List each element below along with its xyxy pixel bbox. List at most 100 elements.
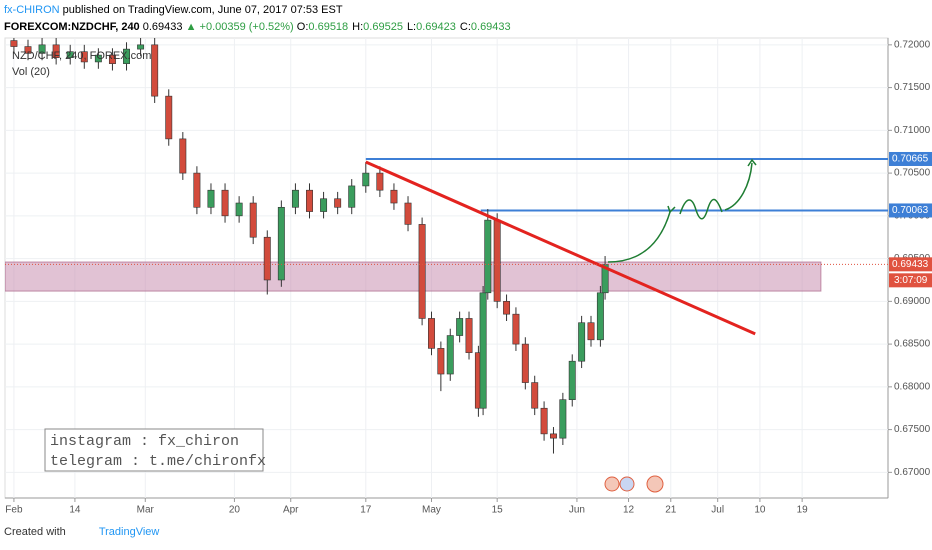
candle-body — [66, 51, 74, 58]
author: fx-CHIRON — [4, 4, 60, 16]
last-price: 0.69433 — [142, 21, 183, 33]
x-tick-label: 12 — [623, 505, 635, 516]
candle-body — [465, 318, 473, 353]
candle-body — [94, 54, 102, 63]
y-tick-label: 0.67500 — [894, 424, 931, 435]
candle-body — [578, 322, 586, 362]
candle-body — [52, 44, 60, 58]
event-icon — [619, 476, 635, 492]
candle-body — [428, 318, 435, 349]
candle-body — [418, 224, 426, 319]
y-tick-label: 0.70500 — [894, 168, 931, 179]
note-line: instagram : fx_chiron — [50, 433, 239, 450]
candle-body — [249, 202, 257, 238]
candle-body — [38, 44, 46, 54]
candle-body — [108, 54, 116, 64]
event-icon — [604, 476, 620, 492]
y-tick-label: 0.72000 — [894, 39, 931, 50]
ohlc-value: 0.69433 — [470, 21, 511, 33]
candle-body — [531, 382, 539, 409]
projection-curve — [607, 211, 671, 263]
indicator-label: Vol (20) — [12, 66, 50, 78]
series-label: NZD/CHF, 240, FOREX.com — [12, 50, 151, 62]
note-box — [44, 428, 264, 472]
candle-body — [306, 189, 313, 212]
price-label: 0.69433 — [892, 259, 929, 270]
candle-body — [550, 433, 557, 439]
chart: NZD/CHF, 240, FOREX.com Vol (20) instagr… — [4, 37, 932, 516]
x-tick-label: 14 — [69, 505, 81, 516]
change: ▲ +0.00359 (+0.52%) — [185, 21, 294, 33]
candle-body — [362, 172, 370, 187]
x-tick-label: Feb — [5, 505, 23, 516]
candle-body — [179, 138, 187, 174]
ohlc-label: H: — [352, 21, 364, 33]
x-tick-label: 21 — [665, 505, 677, 516]
projection-wave — [679, 198, 723, 220]
publish-info: published on TradingView.com, June 07, 2… — [62, 4, 343, 16]
y-tick-label: 0.69000 — [894, 296, 931, 307]
ohlc-label: O: — [296, 21, 309, 33]
candle-body — [540, 407, 548, 435]
candle-body — [263, 236, 271, 281]
event-icon — [646, 475, 664, 493]
candle-body — [334, 198, 342, 208]
candle-body — [521, 343, 529, 383]
candle-body — [568, 360, 576, 400]
level-label: 0.70063 — [892, 205, 929, 216]
candle-body — [376, 172, 384, 191]
arrow-head — [667, 158, 757, 214]
candle-body — [404, 202, 412, 225]
countdown-label: 3:07:09 — [894, 275, 928, 286]
x-tick-label: 20 — [229, 505, 241, 516]
candle-body — [479, 292, 487, 409]
ohlc-label: C: — [459, 21, 471, 33]
candle-body — [596, 292, 604, 341]
candle-body — [390, 189, 398, 204]
projection-curve — [724, 162, 753, 211]
candle-body — [207, 189, 215, 208]
candle-body — [446, 335, 454, 375]
candle-body — [235, 202, 243, 217]
y-tick-label: 0.67000 — [894, 467, 931, 478]
x-tick-label: May — [422, 505, 441, 516]
candle-body — [437, 348, 445, 375]
level-label: 0.70665 — [892, 154, 929, 165]
candle-body — [277, 206, 285, 281]
candle-body — [484, 219, 492, 294]
candle-body — [80, 51, 88, 63]
candle-body — [151, 44, 159, 97]
quote-line: FOREXCOM:NZDCHF, 240 0.69433 ▲ +0.00359 … — [4, 21, 515, 33]
price-tag — [889, 257, 932, 272]
footer-brand: TradingView — [98, 526, 160, 538]
candle-body — [559, 399, 567, 439]
x-tick-label: Jul — [711, 505, 724, 516]
y-tick-label: 0.71500 — [894, 82, 931, 93]
candle-body — [348, 185, 356, 208]
level-tag — [889, 203, 932, 218]
x-tick-label: Apr — [283, 505, 299, 516]
x-tick-label: 15 — [492, 505, 504, 516]
candle-body — [503, 301, 511, 315]
ohlc-value: 0.69518 — [308, 21, 349, 33]
note-line: telegram : t.me/chironfx — [50, 453, 266, 470]
x-tick-label: 17 — [360, 505, 372, 516]
ohlc-value: 0.69525 — [363, 21, 403, 33]
x-tick-label: Jun — [569, 505, 585, 516]
candle-body — [320, 198, 328, 212]
ohlc: O:0.69518 H:0.69525 L:0.69423 C:0.69433 — [297, 21, 515, 33]
candle-body — [512, 313, 520, 345]
x-tick-label: 10 — [754, 505, 766, 516]
candle-body — [137, 44, 145, 50]
candle-body — [10, 40, 18, 47]
candle-body — [456, 318, 464, 336]
symbol: FOREXCOM:NZDCHF, 240 — [4, 21, 140, 33]
candle-body — [587, 322, 595, 341]
candle-body — [493, 219, 501, 302]
x-tick-label: 19 — [797, 505, 809, 516]
ohlc-value: 0.69423 — [416, 21, 456, 33]
level-tag — [889, 151, 932, 166]
y-tick-label: 0.68000 — [894, 381, 931, 392]
candle-body — [24, 46, 32, 54]
